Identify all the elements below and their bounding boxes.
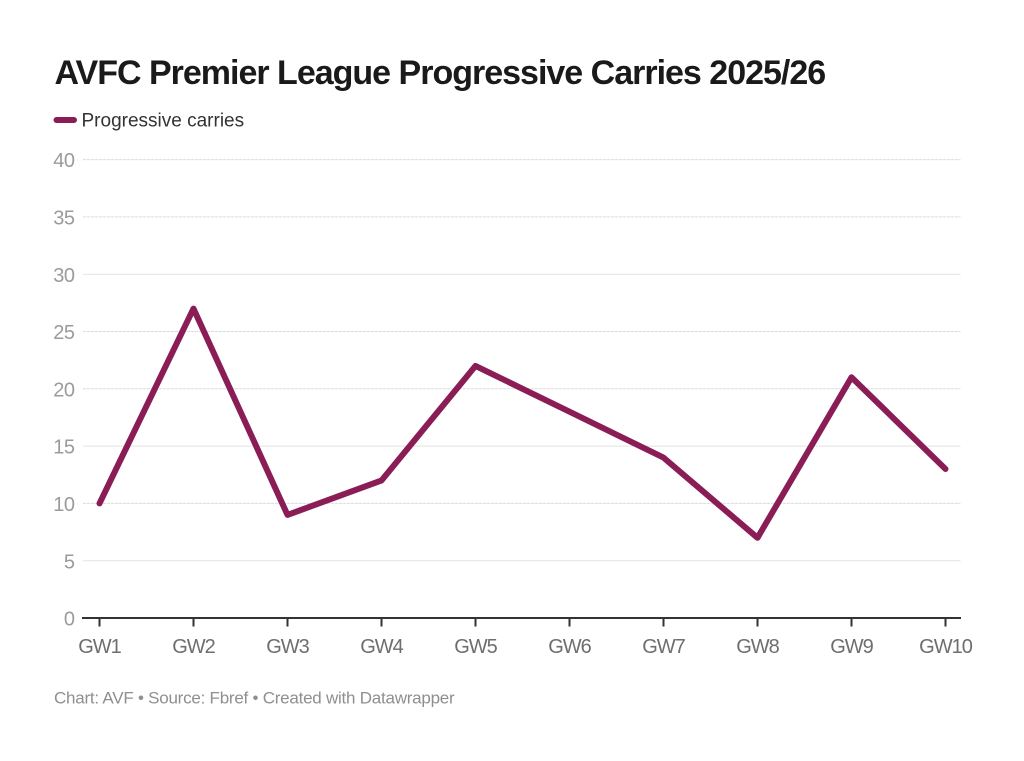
svg-text:5: 5 [64,551,75,573]
svg-text:GW6: GW6 [548,636,591,658]
svg-text:25: 25 [53,322,75,344]
svg-text:0: 0 [64,609,75,631]
svg-text:AVFC Premier League Progressiv: AVFC Premier League Progressive Carries … [55,54,826,92]
svg-text:10: 10 [53,494,75,516]
svg-text:Chart: AVF • Source: Fbref • C: Chart: AVF • Source: Fbref • Created wit… [54,688,455,707]
svg-text:GW8: GW8 [736,636,779,658]
svg-text:GW1: GW1 [78,636,121,658]
svg-text:15: 15 [53,437,75,459]
svg-text:GW7: GW7 [642,636,685,658]
svg-text:40: 40 [53,150,75,172]
svg-text:GW9: GW9 [830,636,873,658]
svg-text:GW3: GW3 [266,636,309,658]
svg-text:GW2: GW2 [172,636,215,658]
svg-text:Progressive carries: Progressive carries [82,110,245,131]
svg-text:30: 30 [53,265,75,287]
svg-text:35: 35 [53,208,75,230]
svg-text:GW10: GW10 [919,636,973,658]
svg-text:GW4: GW4 [360,636,403,658]
svg-text:GW5: GW5 [454,636,497,658]
svg-text:20: 20 [53,379,75,401]
